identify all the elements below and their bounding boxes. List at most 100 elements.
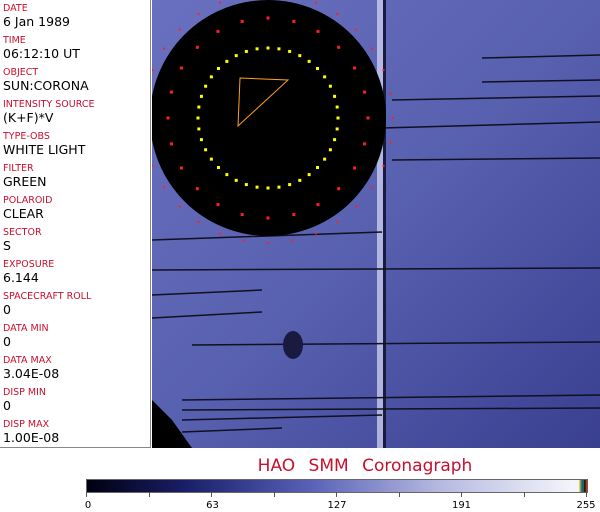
marker-dot: [216, 29, 220, 33]
marker-dot: [195, 45, 199, 49]
marker-dot: [204, 84, 208, 88]
field-label: SPACECRAFT ROLL: [3, 291, 92, 302]
marker-dot: [178, 28, 181, 31]
dropout-line: [381, 121, 600, 129]
marker-dot: [315, 67, 319, 71]
marker-dot: [291, 239, 294, 242]
field-label: EXPOSURE: [3, 259, 55, 270]
marker-dot: [234, 178, 238, 182]
marker-dot: [267, 242, 269, 244]
marker-dot: [244, 49, 248, 53]
marker-dot: [219, 232, 222, 235]
marker-dot: [363, 90, 367, 94]
marker-dot: [197, 127, 201, 131]
occulter-disk: [152, 0, 386, 236]
field-spacecraft-roll: SPACECRAFT ROLL 0: [3, 291, 148, 317]
marker-dot: [382, 164, 385, 167]
marker-dot: [336, 116, 340, 120]
marker-dot: [255, 185, 259, 189]
colorbar-tick: [273, 492, 275, 497]
pylon-edge: [377, 0, 383, 448]
marker-dot: [370, 186, 373, 189]
field-label: POLAROID: [3, 195, 53, 206]
marker-dot: [355, 205, 358, 208]
marker-dot: [169, 90, 173, 94]
dropout-line: [152, 289, 263, 296]
marker-dot: [277, 185, 281, 189]
field-value: 0: [3, 302, 11, 317]
field-time: TIME 06:12:10 UT: [3, 35, 148, 61]
marker-dot: [337, 187, 341, 191]
marker-dot: [323, 75, 327, 79]
colorbar-tick-label: 191: [451, 500, 472, 511]
marker-dot: [209, 157, 213, 161]
field-value: 0: [3, 334, 11, 349]
marker-dot: [209, 75, 213, 79]
field-label: SECTOR: [3, 227, 42, 238]
pylon-gap: [383, 0, 386, 448]
coronagraph-image: [152, 0, 600, 448]
field-data-min: DATA MIN 0: [3, 323, 148, 349]
marker-dot: [288, 183, 292, 187]
dropout-line: [181, 394, 600, 401]
field-label: DISP MAX: [3, 419, 50, 430]
marker-dot: [240, 213, 244, 217]
field-date: DATE 6 Jan 1989: [3, 3, 148, 29]
field-value: S: [3, 238, 11, 253]
marker-dot: [316, 203, 320, 207]
field-intensity-source: INTENSITY SOURCE (K+F)*V: [3, 99, 148, 125]
marker-dot: [217, 165, 221, 169]
dropout-line: [152, 267, 600, 271]
field-object: OBJECT SUN:CORONA: [3, 67, 148, 93]
dropout-line: [152, 231, 383, 241]
field-value: SUN:CORONA: [3, 78, 89, 93]
marker-dot: [333, 138, 337, 142]
marker-dot: [152, 164, 154, 167]
marker-dot: [199, 138, 203, 142]
marker-dot: [234, 54, 238, 58]
field-value: 6 Jan 1989: [3, 14, 70, 29]
marker-dot: [337, 45, 341, 49]
field-value: (K+F)*V: [3, 110, 54, 125]
data-dropout-lines: [152, 54, 600, 433]
dropout-line: [391, 157, 600, 161]
marker-dot: [179, 166, 183, 170]
marker-dot: [353, 166, 357, 170]
colorbar-tick: [398, 492, 400, 497]
marker-dot: [323, 157, 327, 161]
field-value: WHITE LIGHT: [3, 142, 86, 157]
marker-dot: [195, 187, 199, 191]
field-label: DATE: [3, 3, 28, 14]
marker-dot: [370, 47, 373, 50]
field-sector: SECTOR S: [3, 227, 148, 253]
field-label: DATA MAX: [3, 355, 52, 366]
field-disp-max: DISP MAX 1.00E-08: [3, 419, 148, 445]
field-label: INTENSITY SOURCE: [3, 99, 95, 110]
field-value: 1.00E-08: [3, 430, 60, 445]
marker-dot: [335, 105, 339, 109]
dropout-line: [181, 427, 283, 433]
dropout-line: [391, 95, 600, 101]
marker-dot: [389, 141, 392, 144]
field-value: 3.04E-08: [3, 366, 60, 381]
occulter-markers: [152, 1, 394, 244]
marker-dot: [316, 29, 320, 33]
marker-dot: [152, 69, 154, 72]
color-bar: [86, 479, 588, 493]
colorbar-tick: [86, 492, 87, 497]
dropout-line: [181, 407, 600, 411]
marker-dot: [240, 19, 244, 23]
marker-dot: [298, 54, 302, 58]
marker-dot: [292, 19, 296, 23]
marker-dot: [255, 47, 259, 51]
marker-dot: [179, 66, 183, 70]
field-value: GREEN: [3, 174, 47, 189]
marker-dot: [314, 1, 317, 4]
marker-dot: [225, 173, 229, 177]
field-exposure: EXPOSURE 6.144: [3, 259, 148, 285]
marker-dot: [197, 105, 201, 109]
marker-dot: [363, 142, 367, 146]
field-value: 06:12:10 UT: [3, 46, 80, 61]
marker-dot: [163, 47, 166, 50]
marker-dot: [277, 47, 281, 51]
